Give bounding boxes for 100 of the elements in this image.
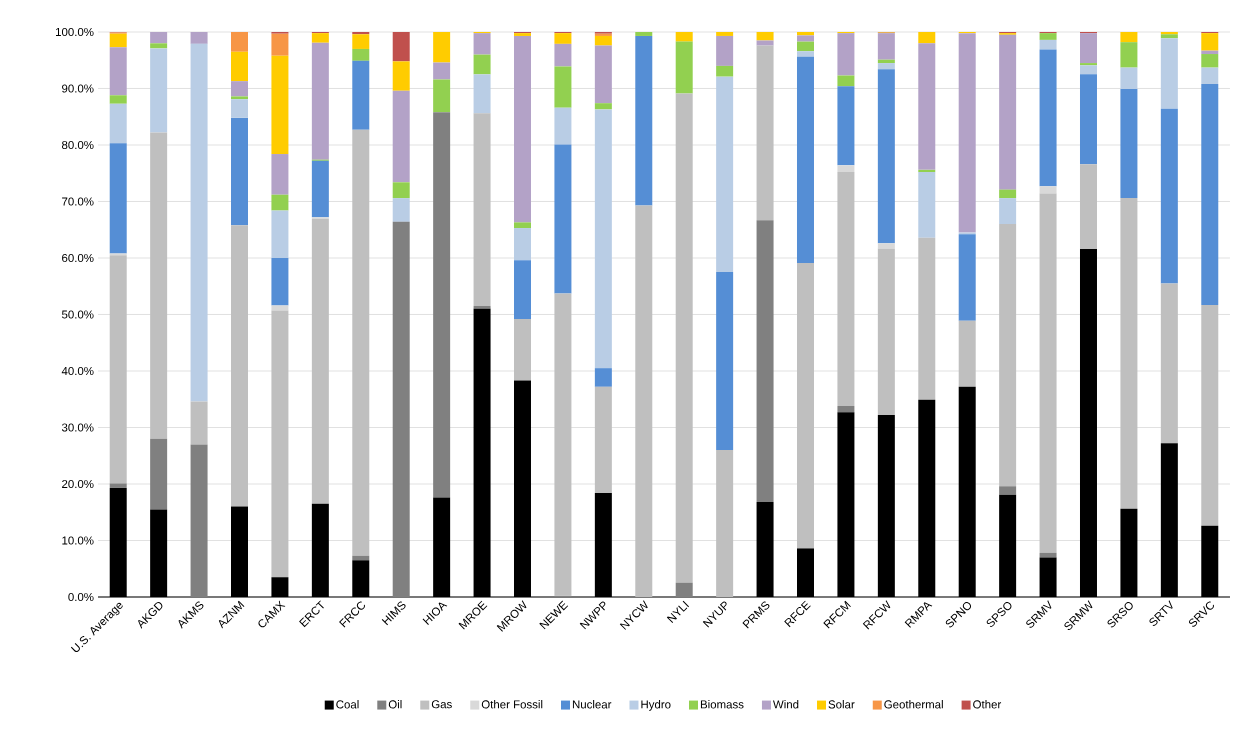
bar (1201, 33, 1219, 51)
bar (433, 79, 451, 113)
bar (311, 33, 329, 43)
bar (837, 33, 855, 76)
bar (999, 34, 1017, 190)
bar (1160, 283, 1178, 444)
bar (554, 66, 572, 108)
bar (918, 32, 936, 44)
bar (352, 129, 370, 556)
bar (473, 54, 491, 75)
bar (877, 243, 895, 249)
bar (433, 112, 451, 498)
bar (756, 32, 774, 41)
bar (999, 224, 1017, 487)
bar (1201, 83, 1219, 305)
legend-label: Other Fossil (481, 700, 543, 709)
bar (675, 41, 693, 94)
bar (877, 248, 895, 416)
bar (1079, 65, 1097, 75)
bar (109, 143, 127, 254)
bar (514, 260, 531, 320)
legend-label: Nuclear (572, 700, 612, 709)
bar (392, 182, 410, 199)
bar (1039, 33, 1057, 40)
bar (1079, 33, 1097, 64)
bar (716, 65, 734, 77)
bar (716, 272, 734, 451)
bar (594, 45, 612, 104)
y-tick-label: 80.0% (62, 140, 94, 150)
bar (675, 582, 693, 597)
bar (999, 486, 1017, 495)
bar (918, 43, 936, 170)
bar (109, 483, 127, 488)
bar (554, 33, 572, 44)
bar (837, 172, 855, 407)
bar (150, 438, 168, 510)
bar (716, 32, 734, 36)
bar (918, 172, 936, 238)
bar (756, 220, 774, 503)
bar (877, 69, 895, 244)
bar (473, 113, 491, 307)
bar (473, 74, 491, 114)
bar (594, 35, 612, 46)
bar (716, 450, 734, 597)
bar (473, 306, 491, 309)
y-tick-label: 0.0% (68, 592, 94, 602)
y-tick-label: 40.0% (61, 366, 94, 376)
bar (1201, 54, 1219, 68)
bar (231, 99, 248, 118)
bar (554, 107, 572, 145)
bar (594, 103, 612, 110)
bar (1079, 74, 1097, 165)
bar (1160, 38, 1178, 109)
bar (473, 33, 491, 55)
legend-label: Biomass (700, 700, 744, 709)
bar (1039, 186, 1057, 194)
bar (190, 43, 208, 402)
bar (1120, 198, 1138, 509)
bar (150, 43, 168, 49)
bar (109, 95, 127, 104)
legend-label: Geothermal (884, 700, 943, 709)
bar (311, 160, 329, 218)
y-tick-label: 70.0% (62, 197, 94, 206)
bar (594, 368, 612, 387)
legend-label: Coal (336, 700, 359, 709)
legend-label: Wind (772, 700, 799, 709)
bar (918, 237, 936, 400)
bar (675, 32, 693, 42)
bar (150, 48, 168, 133)
bar (392, 32, 410, 62)
bar (837, 165, 855, 173)
bar (271, 310, 289, 578)
bar (271, 154, 289, 195)
bar (554, 293, 572, 596)
bar (716, 76, 734, 273)
bar (837, 75, 855, 87)
bar (796, 35, 814, 42)
y-tick-label: 20.0% (62, 479, 94, 489)
bar (433, 32, 451, 63)
bar (109, 33, 127, 48)
bar (109, 255, 127, 484)
bar (231, 96, 248, 100)
bar (109, 103, 127, 144)
bar (635, 35, 653, 206)
bar (1039, 39, 1057, 50)
bar (1160, 34, 1178, 39)
bar (514, 319, 531, 381)
legend-label: Hydro (641, 700, 671, 711)
bar (796, 51, 814, 57)
bar (190, 401, 208, 445)
bar (1039, 49, 1057, 187)
bar (150, 132, 168, 439)
bar (958, 320, 976, 387)
bar (311, 42, 329, 160)
legend-label: Oil (388, 700, 402, 709)
bar (837, 406, 855, 413)
bar (756, 40, 774, 46)
legend-label: Solar (828, 700, 855, 709)
bar (999, 189, 1017, 199)
bar (392, 198, 410, 222)
